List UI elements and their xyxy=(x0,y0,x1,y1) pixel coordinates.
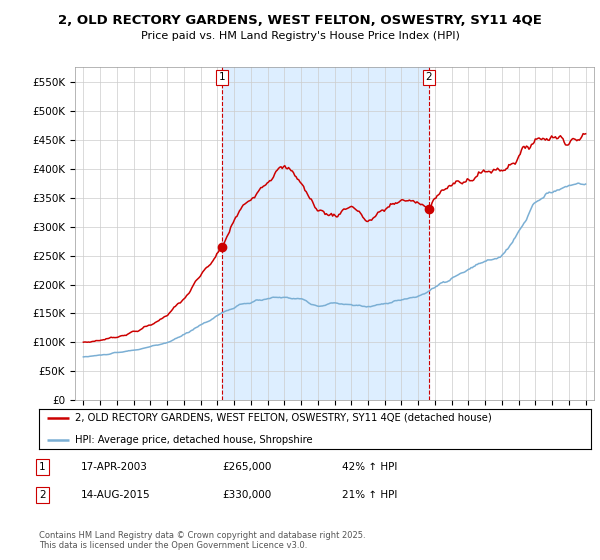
Text: £265,000: £265,000 xyxy=(222,462,271,472)
Text: 14-AUG-2015: 14-AUG-2015 xyxy=(81,490,151,500)
Text: 42% ↑ HPI: 42% ↑ HPI xyxy=(342,462,397,472)
Bar xyxy=(222,67,428,400)
Text: Contains HM Land Registry data © Crown copyright and database right 2025.
This d: Contains HM Land Registry data © Crown c… xyxy=(39,531,365,550)
Text: 1: 1 xyxy=(219,72,226,82)
Text: HPI: Average price, detached house, Shropshire: HPI: Average price, detached house, Shro… xyxy=(75,435,313,445)
Text: 21% ↑ HPI: 21% ↑ HPI xyxy=(342,490,397,500)
Text: 2: 2 xyxy=(39,490,46,500)
Text: 1: 1 xyxy=(39,462,46,472)
Text: 2, OLD RECTORY GARDENS, WEST FELTON, OSWESTRY, SY11 4QE (detached house): 2, OLD RECTORY GARDENS, WEST FELTON, OSW… xyxy=(75,413,491,423)
Text: 2, OLD RECTORY GARDENS, WEST FELTON, OSWESTRY, SY11 4QE: 2, OLD RECTORY GARDENS, WEST FELTON, OSW… xyxy=(58,14,542,27)
Text: Price paid vs. HM Land Registry's House Price Index (HPI): Price paid vs. HM Land Registry's House … xyxy=(140,31,460,41)
Text: £330,000: £330,000 xyxy=(222,490,271,500)
Text: 17-APR-2003: 17-APR-2003 xyxy=(81,462,148,472)
Text: 2: 2 xyxy=(425,72,432,82)
